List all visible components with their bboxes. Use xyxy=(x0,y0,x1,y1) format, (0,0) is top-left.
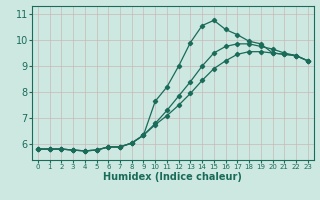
X-axis label: Humidex (Indice chaleur): Humidex (Indice chaleur) xyxy=(103,172,242,182)
